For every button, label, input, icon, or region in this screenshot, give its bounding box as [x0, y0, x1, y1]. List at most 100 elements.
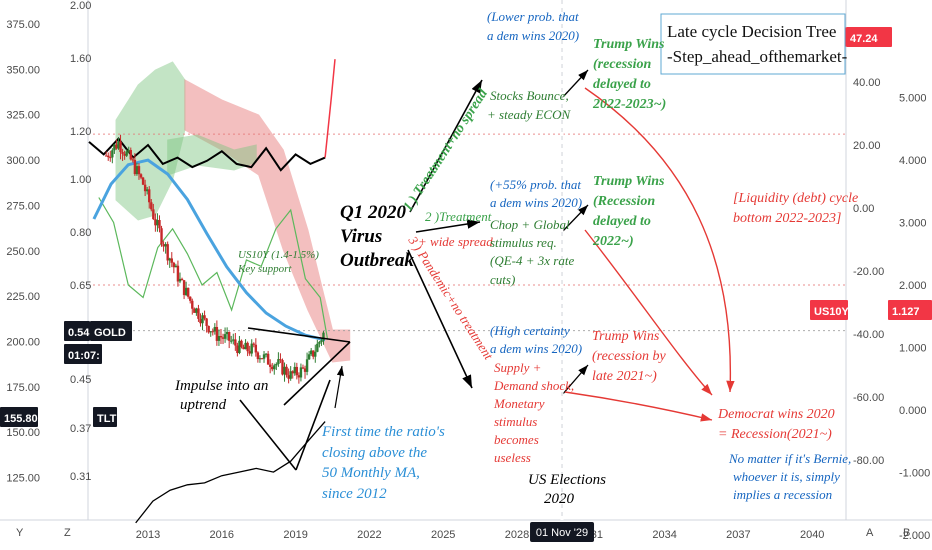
right-vix-tick: 40.00 — [853, 77, 881, 89]
candle-body — [297, 375, 301, 378]
right-us10y-tick: 3.000 — [899, 218, 927, 230]
left-ratio-tick: 0.45 — [70, 374, 91, 386]
green-cloud — [115, 61, 186, 221]
candle-body — [217, 336, 221, 341]
left-price-tick: 275.00 — [6, 200, 40, 212]
candle-body — [279, 359, 282, 361]
candle-body — [172, 262, 176, 268]
first-time-arrow — [334, 365, 344, 409]
right-vix-tick: -40.00 — [853, 329, 884, 341]
candle-body — [182, 280, 186, 296]
left-ratio-tick: 1.00 — [70, 174, 91, 186]
candle-body — [109, 157, 112, 159]
drawings-layer — [239, 69, 735, 471]
vix-value-tag-box — [846, 27, 892, 47]
auto-scale-button[interactable]: A — [866, 527, 874, 539]
y-axis-button[interactable]: Y — [16, 527, 24, 539]
candle-body — [174, 265, 178, 268]
x-axis-tick: 2034 — [652, 529, 676, 541]
crosshair-date-label: 01 Nov '29 — [536, 527, 588, 539]
candle-body — [303, 368, 307, 372]
candle-body — [141, 177, 145, 185]
tlt-value-tag-box — [0, 407, 38, 427]
tlt-name-tag-box — [93, 407, 117, 427]
candle-body — [154, 219, 157, 226]
title-box — [660, 13, 846, 75]
gold-value-tag-box — [64, 321, 90, 341]
left-price-tick: 350.00 — [6, 64, 40, 76]
liquidity-note: [Liquidity (debt) cycle bottom 2022-2023] — [733, 191, 858, 226]
candle-body — [238, 340, 241, 354]
candle-body — [148, 189, 151, 203]
candle-body — [250, 343, 253, 354]
candle-body — [176, 265, 180, 282]
left-ratio-tick: 0.80 — [70, 227, 91, 239]
vix-spike-line — [324, 59, 336, 158]
right-vix-tick: -80.00 — [853, 455, 884, 467]
candle-body — [186, 287, 190, 297]
candle-body — [139, 174, 143, 178]
bottom-prob: (High certainty a dem wins 2020) — [490, 323, 582, 356]
z-axis-button[interactable]: Z — [64, 527, 71, 539]
x-axis-tick: 2019 — [283, 529, 307, 541]
x-axis-tick: 2028 — [505, 529, 529, 541]
candle-body — [191, 300, 194, 309]
left-ratio-tick: 1.20 — [70, 126, 91, 138]
candle-body — [152, 209, 155, 220]
candle-body — [320, 340, 323, 343]
candle-body — [133, 159, 137, 175]
gold-name-tag-box — [90, 321, 132, 341]
candle-body — [293, 366, 296, 374]
candle-body — [271, 366, 274, 370]
candle-body — [273, 365, 276, 370]
candle-body — [307, 354, 311, 360]
bottom-trump: Trump Wins (recession by late 2021~) — [592, 329, 667, 384]
candle-body — [232, 339, 235, 341]
candle-body — [281, 360, 284, 375]
left-ratio-tick: 1.60 — [70, 53, 91, 65]
left-ratio-tick: 0.37 — [70, 423, 91, 435]
annotation-first-time: First time the ratio's closing above the 5… — [321, 424, 445, 502]
candle-body — [178, 278, 182, 282]
candle-body — [129, 149, 132, 160]
candle-body — [203, 315, 206, 319]
candle-body — [170, 258, 173, 263]
candle-body — [199, 318, 202, 324]
us10y-value-tag-text: 1.127 — [892, 306, 920, 318]
left-price-tick: 300.00 — [6, 155, 40, 167]
triangle-top — [247, 327, 351, 343]
mid-outcome: Chop + Global stimulus req. (QE-4 + 3x rat… — [490, 217, 574, 287]
top-outcome: Stocks Bounce, + steady ECON — [487, 88, 571, 122]
candle-body — [242, 346, 245, 350]
candle-body — [266, 353, 270, 365]
candle-body — [115, 144, 118, 149]
left-price-tick: 325.00 — [6, 110, 40, 122]
right-us10y-tick: 2.000 — [899, 280, 927, 292]
candle-body — [291, 371, 294, 374]
red-path-mid — [584, 229, 713, 396]
us10y-line — [98, 197, 329, 340]
branch-2b-label: + wide spread — [418, 234, 493, 249]
candle-body — [127, 149, 130, 152]
candle-body — [258, 358, 262, 360]
gold-name-tag-text: GOLD — [94, 327, 126, 339]
candle-body — [213, 326, 217, 332]
candles-layer — [104, 134, 325, 384]
candle-body — [223, 334, 227, 339]
mid-trump: Trump Wins (Recession delayed to 2022~) — [592, 174, 665, 249]
candle-body — [107, 155, 110, 158]
gold-value-tag-text: 0.54 — [68, 327, 90, 339]
triangle-bottom — [283, 341, 351, 406]
branch-2-line — [415, 219, 481, 233]
candle-body — [264, 353, 268, 355]
b-axis-button[interactable]: B — [903, 527, 910, 539]
candle-body — [180, 278, 184, 281]
left-price-tick: 225.00 — [6, 291, 40, 303]
dotted-level-lines — [93, 133, 845, 332]
candle-body — [219, 336, 223, 338]
candle-body — [248, 351, 251, 354]
candle-body — [195, 308, 198, 313]
chart-subtitle: -Step_ahead_ofthemarket- — [667, 47, 848, 66]
candle-body — [322, 332, 325, 341]
candle-body — [262, 354, 266, 359]
